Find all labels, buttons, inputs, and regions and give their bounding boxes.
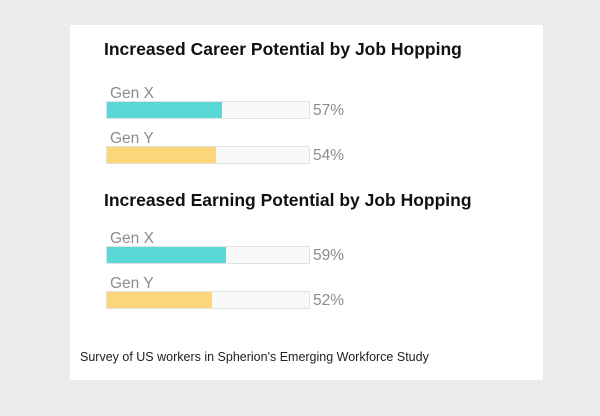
bar-fill: [107, 102, 223, 118]
chart-title: Increased Earning Potential by Job Hoppi…: [104, 190, 472, 210]
bar-fill: [107, 147, 217, 163]
bar-row-gen-y: Gen Y 52%: [70, 275, 543, 321]
chart-title: Increased Career Potential by Job Hoppin…: [104, 39, 462, 59]
bar-track: [106, 146, 310, 164]
bar-value-label: 54%: [313, 147, 345, 164]
bar-category-label: Gen Y: [110, 130, 154, 147]
bar-track: [106, 246, 310, 264]
bar-category-label: Gen X: [110, 230, 154, 247]
bar-row-gen-x: Gen X 57%: [70, 85, 543, 131]
footnote: Survey of US workers in Spherion's Emerg…: [80, 350, 429, 364]
bar-value-label: 57%: [313, 102, 345, 119]
bar-category-label: Gen Y: [110, 275, 154, 292]
bar-value-label: 52%: [313, 292, 345, 309]
bar-track: [106, 291, 310, 309]
bar-category-label: Gen X: [110, 85, 154, 102]
bar-fill: [107, 292, 213, 308]
bar-value-label: 59%: [313, 247, 345, 264]
bar-row-gen-x: Gen X 59%: [70, 230, 543, 276]
bar-track: [106, 101, 310, 119]
chart-card: Increased Career Potential by Job Hoppin…: [70, 25, 543, 380]
bar-row-gen-y: Gen Y 54%: [70, 130, 543, 176]
bar-fill: [107, 247, 227, 263]
